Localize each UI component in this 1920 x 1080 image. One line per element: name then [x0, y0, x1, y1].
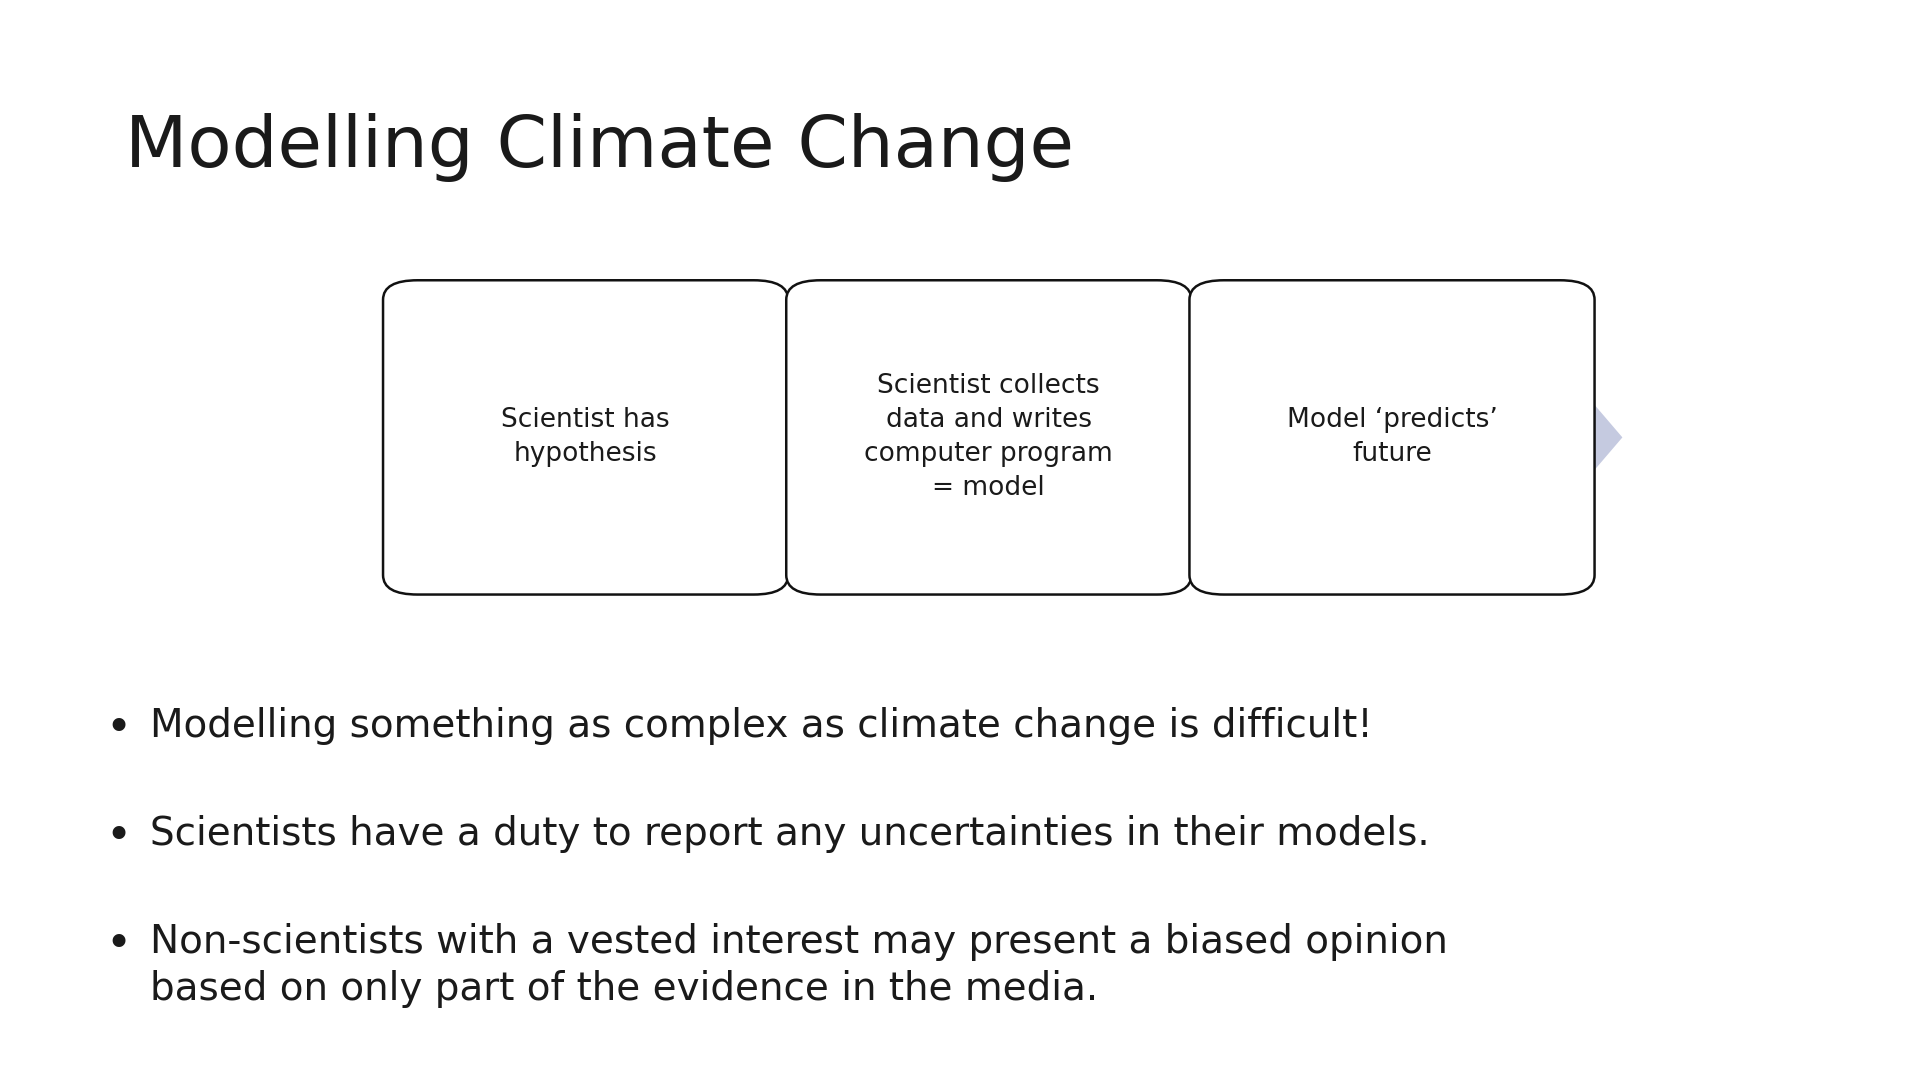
- Text: Scientist collects
data and writes
computer program
= model: Scientist collects data and writes compu…: [864, 374, 1114, 501]
- FancyBboxPatch shape: [384, 281, 787, 594]
- Text: Model ‘predicts’
future: Model ‘predicts’ future: [1286, 407, 1498, 468]
- Text: Non-scientists with a vested interest may present a biased opinion
based on only: Non-scientists with a vested interest ma…: [150, 923, 1448, 1009]
- Polygon shape: [470, 292, 1622, 583]
- Text: Modelling Climate Change: Modelling Climate Change: [125, 113, 1073, 183]
- Text: •: •: [106, 923, 132, 967]
- Text: •: •: [106, 707, 132, 751]
- Text: Scientist has
hypothesis: Scientist has hypothesis: [501, 407, 670, 468]
- Text: Scientists have a duty to report any uncertainties in their models.: Scientists have a duty to report any unc…: [150, 815, 1430, 853]
- Text: Modelling something as complex as climate change is difficult!: Modelling something as complex as climat…: [150, 707, 1373, 745]
- FancyBboxPatch shape: [1188, 281, 1594, 594]
- Text: •: •: [106, 815, 132, 859]
- FancyBboxPatch shape: [787, 281, 1190, 594]
